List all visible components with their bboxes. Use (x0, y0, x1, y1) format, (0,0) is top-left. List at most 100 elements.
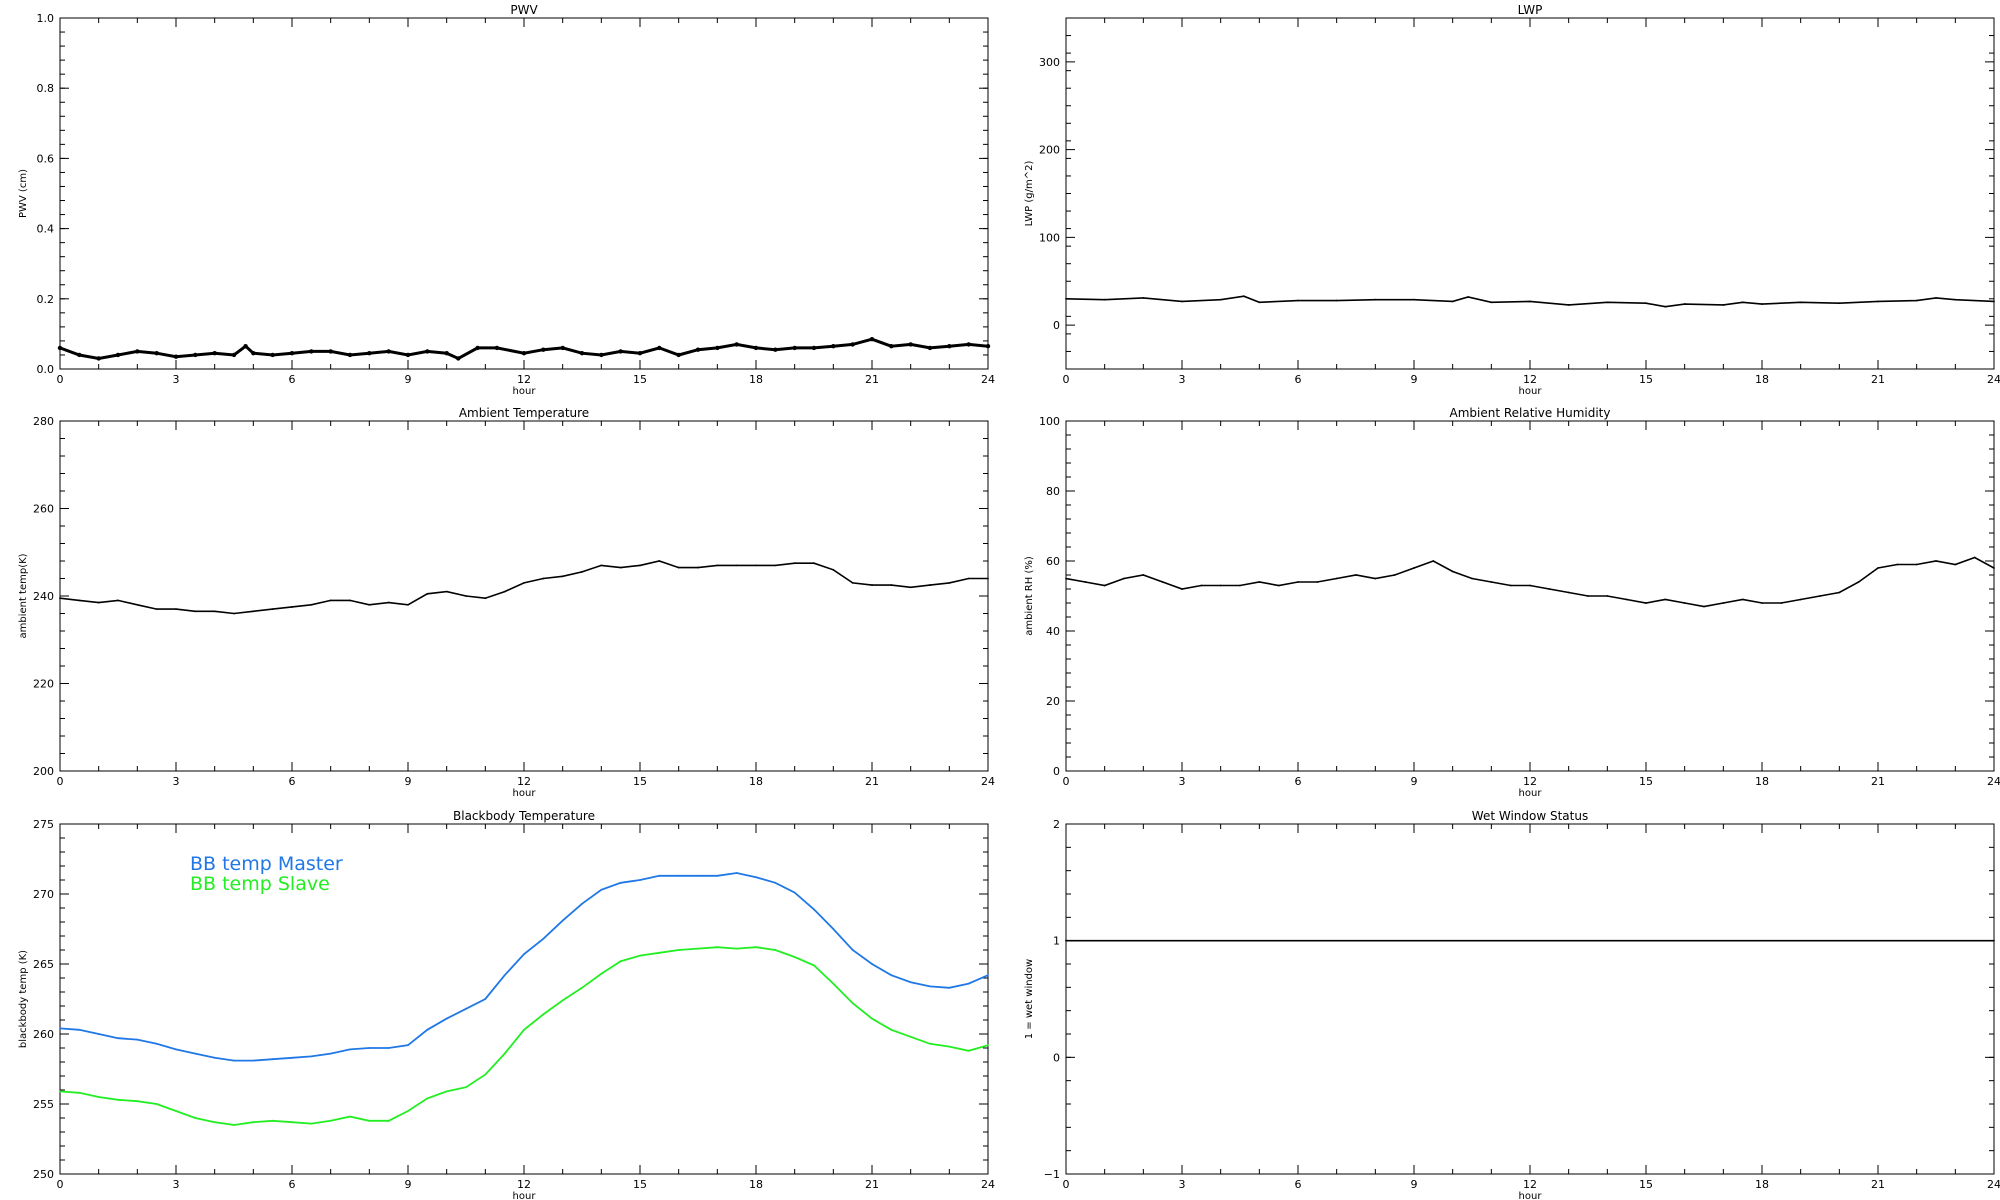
x-tick-label: 15 (633, 775, 647, 788)
data-point (811, 345, 817, 351)
data-point (967, 1049, 970, 1052)
data-point (735, 564, 738, 567)
data-point (252, 1059, 255, 1062)
data-point (117, 599, 119, 602)
x-tick-label: 6 (289, 1178, 296, 1191)
data-point (426, 592, 429, 595)
panel-3: 0 3 6 9 12 15 18 21 24 200 220 240 260 280 Ambient Tem… (18, 406, 995, 799)
x-tick-label: 21 (865, 775, 879, 788)
data-point (948, 986, 951, 989)
data-point (1242, 295, 1245, 298)
data-point (271, 608, 274, 611)
y-tick-label: 265 (33, 958, 54, 971)
data-point (368, 1047, 371, 1049)
data-point (869, 336, 875, 342)
y-tick-label: 1.0 (37, 12, 55, 25)
data-point (851, 949, 854, 951)
data-point (1258, 581, 1261, 583)
y-axis-label: 1 = wet window (1024, 959, 1035, 1039)
x-tick-label: 18 (1755, 1178, 1769, 1191)
data-point (426, 1097, 429, 1100)
data-point (774, 564, 777, 567)
data-point (445, 1090, 448, 1093)
x-tick-label: 15 (1639, 373, 1653, 386)
x-tick-label: 18 (1755, 775, 1769, 788)
y-tick-label: 0.4 (37, 223, 55, 236)
data-point (1780, 602, 1783, 604)
data-point (966, 342, 971, 347)
x-tick-label: 6 (1295, 373, 1302, 386)
data-point (987, 577, 989, 580)
data-point (599, 352, 604, 358)
data-point (1374, 577, 1377, 580)
data-point (542, 577, 545, 580)
data-point (755, 876, 757, 879)
data-point (1606, 301, 1609, 304)
data-point (1529, 300, 1531, 303)
data-point (426, 1028, 429, 1031)
data-point (600, 888, 603, 891)
data-point (367, 351, 372, 356)
data-point (1471, 577, 1473, 580)
y-tick-label: 260 (33, 1028, 54, 1041)
data-point (1954, 563, 1957, 566)
x-tick-label: 12 (1523, 775, 1537, 788)
data-point (291, 1121, 293, 1124)
x-tick-label: 0 (1063, 1178, 1070, 1191)
data-point (407, 603, 409, 606)
data-point (735, 872, 738, 874)
data-point (735, 947, 738, 950)
data-point (658, 951, 661, 954)
data-point (929, 584, 931, 586)
data-point (1741, 598, 1744, 601)
data-point (909, 1035, 912, 1038)
data-point (1297, 581, 1299, 583)
data-point (908, 342, 913, 347)
x-tick-label: 6 (1295, 1178, 1302, 1191)
data-point (155, 1042, 158, 1045)
data-point (967, 577, 970, 580)
plot-frame (59, 420, 989, 772)
data-point (465, 1086, 467, 1089)
data-point (909, 981, 912, 984)
data-point (136, 1038, 139, 1041)
data-point (1413, 298, 1415, 301)
data-point (832, 568, 835, 571)
x-tick-label: 15 (1639, 1178, 1653, 1191)
data-point (78, 1091, 81, 1094)
x-tick-label: 0 (1063, 373, 1070, 386)
y-axis-label: PWV (cm) (18, 169, 29, 218)
data-point (676, 352, 681, 358)
data-point (1567, 591, 1570, 594)
data-point (175, 1110, 177, 1112)
data-point (1799, 598, 1802, 601)
data-point (233, 1059, 235, 1062)
data-point (734, 342, 739, 347)
data-point (1683, 602, 1686, 604)
data-point (1277, 584, 1280, 587)
series-line (60, 560, 988, 615)
data-point (948, 581, 951, 584)
data-point (850, 342, 855, 347)
data-point (1567, 304, 1570, 306)
data-point (349, 1115, 351, 1118)
data-point (658, 560, 661, 562)
data-point (987, 1044, 989, 1047)
data-point (716, 946, 719, 949)
data-point (600, 564, 603, 567)
y-tick-label: 2 (1053, 818, 1060, 831)
data-point (832, 982, 835, 985)
x-tick-label: 0 (57, 373, 64, 386)
y-tick-label: 1 (1053, 935, 1060, 948)
data-point (1335, 299, 1338, 302)
y-tick-label: 100 (1039, 231, 1060, 244)
y-axis-label: ambient temp(K) (18, 553, 29, 638)
data-point (793, 891, 796, 894)
series-line (60, 337, 988, 361)
y-tick-label: 0.2 (37, 293, 55, 306)
data-point (1741, 301, 1744, 304)
data-point (1065, 939, 1067, 942)
chart-title: Ambient Relative Humidity (1450, 406, 1611, 420)
x-tick-label: 3 (173, 775, 180, 788)
data-point (213, 610, 216, 613)
